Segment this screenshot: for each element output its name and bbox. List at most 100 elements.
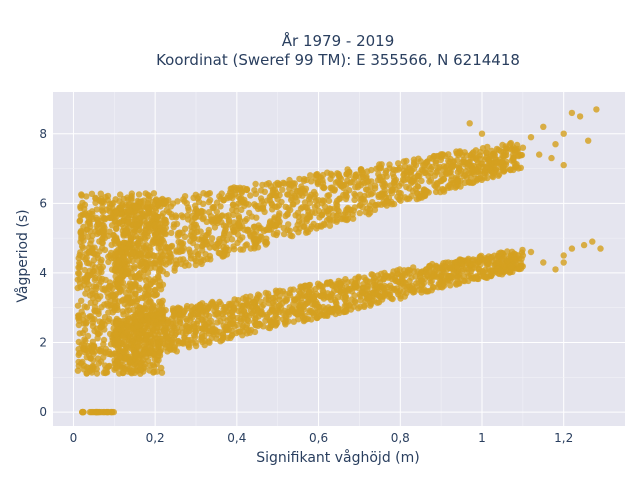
data-point xyxy=(105,363,113,370)
data-point xyxy=(112,209,120,216)
data-point xyxy=(408,274,415,281)
data-point xyxy=(112,225,120,232)
data-point xyxy=(126,280,134,287)
data-point xyxy=(219,212,226,219)
data-point xyxy=(334,197,341,204)
data-point xyxy=(184,216,192,223)
data-point xyxy=(197,305,204,312)
data-point xyxy=(220,196,227,204)
data-point xyxy=(113,263,120,270)
x-tick-label-5: 1 xyxy=(478,431,486,445)
data-point xyxy=(175,311,182,319)
data-point xyxy=(99,263,107,271)
data-point xyxy=(490,150,498,157)
data-point xyxy=(144,316,151,324)
data-point xyxy=(279,316,287,323)
data-point xyxy=(260,201,267,208)
data-point xyxy=(323,279,331,286)
data-point xyxy=(340,184,347,191)
data-point xyxy=(247,192,254,199)
data-point xyxy=(86,364,93,372)
data-point xyxy=(140,267,148,274)
data-point xyxy=(299,204,306,211)
data-point xyxy=(129,249,136,256)
data-point xyxy=(76,330,83,337)
data-point xyxy=(333,202,341,209)
data-point xyxy=(519,246,526,254)
data-point xyxy=(394,193,401,201)
data-point xyxy=(109,291,117,298)
data-point-outlier xyxy=(560,130,567,137)
data-point xyxy=(513,162,520,170)
data-point xyxy=(199,247,206,254)
data-point xyxy=(417,158,424,165)
data-point xyxy=(418,177,425,185)
data-point xyxy=(231,296,238,303)
data-point-outlier xyxy=(560,161,567,169)
data-point xyxy=(315,173,323,181)
data-point xyxy=(280,230,288,238)
data-point xyxy=(144,252,152,259)
data-point xyxy=(499,152,506,159)
data-point xyxy=(106,282,113,290)
data-point xyxy=(457,257,464,264)
data-point xyxy=(426,262,433,270)
data-point xyxy=(251,328,259,336)
data-point xyxy=(91,327,98,335)
data-point xyxy=(289,232,296,240)
data-point xyxy=(171,264,178,271)
data-point xyxy=(453,177,460,184)
data-point xyxy=(481,258,488,265)
data-point xyxy=(282,296,289,303)
data-point xyxy=(341,308,349,315)
data-point xyxy=(75,270,82,277)
data-point xyxy=(434,167,441,175)
data-point xyxy=(353,171,360,178)
data-point xyxy=(366,278,373,285)
data-point xyxy=(192,324,199,332)
data-point xyxy=(376,161,383,168)
data-point xyxy=(112,196,119,203)
data-point xyxy=(262,238,270,245)
data-point xyxy=(345,172,353,179)
data-point xyxy=(139,210,146,217)
x-axis-label: Signifikant våghöjd (m) xyxy=(256,449,419,466)
y-axis-label: Vågperiod (s) xyxy=(14,209,31,302)
data-point xyxy=(87,299,95,306)
data-point xyxy=(128,196,135,204)
data-point xyxy=(351,196,358,204)
chart-subtitle: Koordinat (Sweref 99 TM): E 355566, N 62… xyxy=(156,51,520,69)
data-point xyxy=(403,183,410,191)
data-point xyxy=(219,310,226,318)
data-point xyxy=(218,190,225,197)
x-tick-label-3: 0,6 xyxy=(309,431,328,445)
data-point xyxy=(81,205,88,212)
data-point xyxy=(111,339,118,346)
data-point xyxy=(120,239,128,246)
y-tick-label-4: 8 xyxy=(39,127,47,141)
data-point xyxy=(96,329,103,337)
data-point xyxy=(140,356,147,363)
data-point xyxy=(262,317,269,324)
data-point xyxy=(81,303,88,310)
data-point xyxy=(251,223,258,230)
data-point xyxy=(90,357,97,364)
data-point xyxy=(265,180,272,187)
data-point xyxy=(388,285,395,292)
data-point xyxy=(303,283,310,290)
data-point xyxy=(352,275,359,282)
data-point xyxy=(246,209,253,217)
data-point xyxy=(128,338,136,345)
data-point xyxy=(445,151,452,158)
data-point xyxy=(302,301,309,308)
data-point xyxy=(455,279,462,287)
data-point xyxy=(386,165,393,172)
data-point xyxy=(476,256,484,263)
data-point-zero xyxy=(79,408,86,416)
data-point xyxy=(164,255,171,263)
data-point xyxy=(174,198,181,205)
data-point-outlier xyxy=(593,106,600,113)
y-tick-label-0: 0 xyxy=(39,405,47,419)
data-point xyxy=(446,181,454,188)
data-point xyxy=(291,297,298,304)
